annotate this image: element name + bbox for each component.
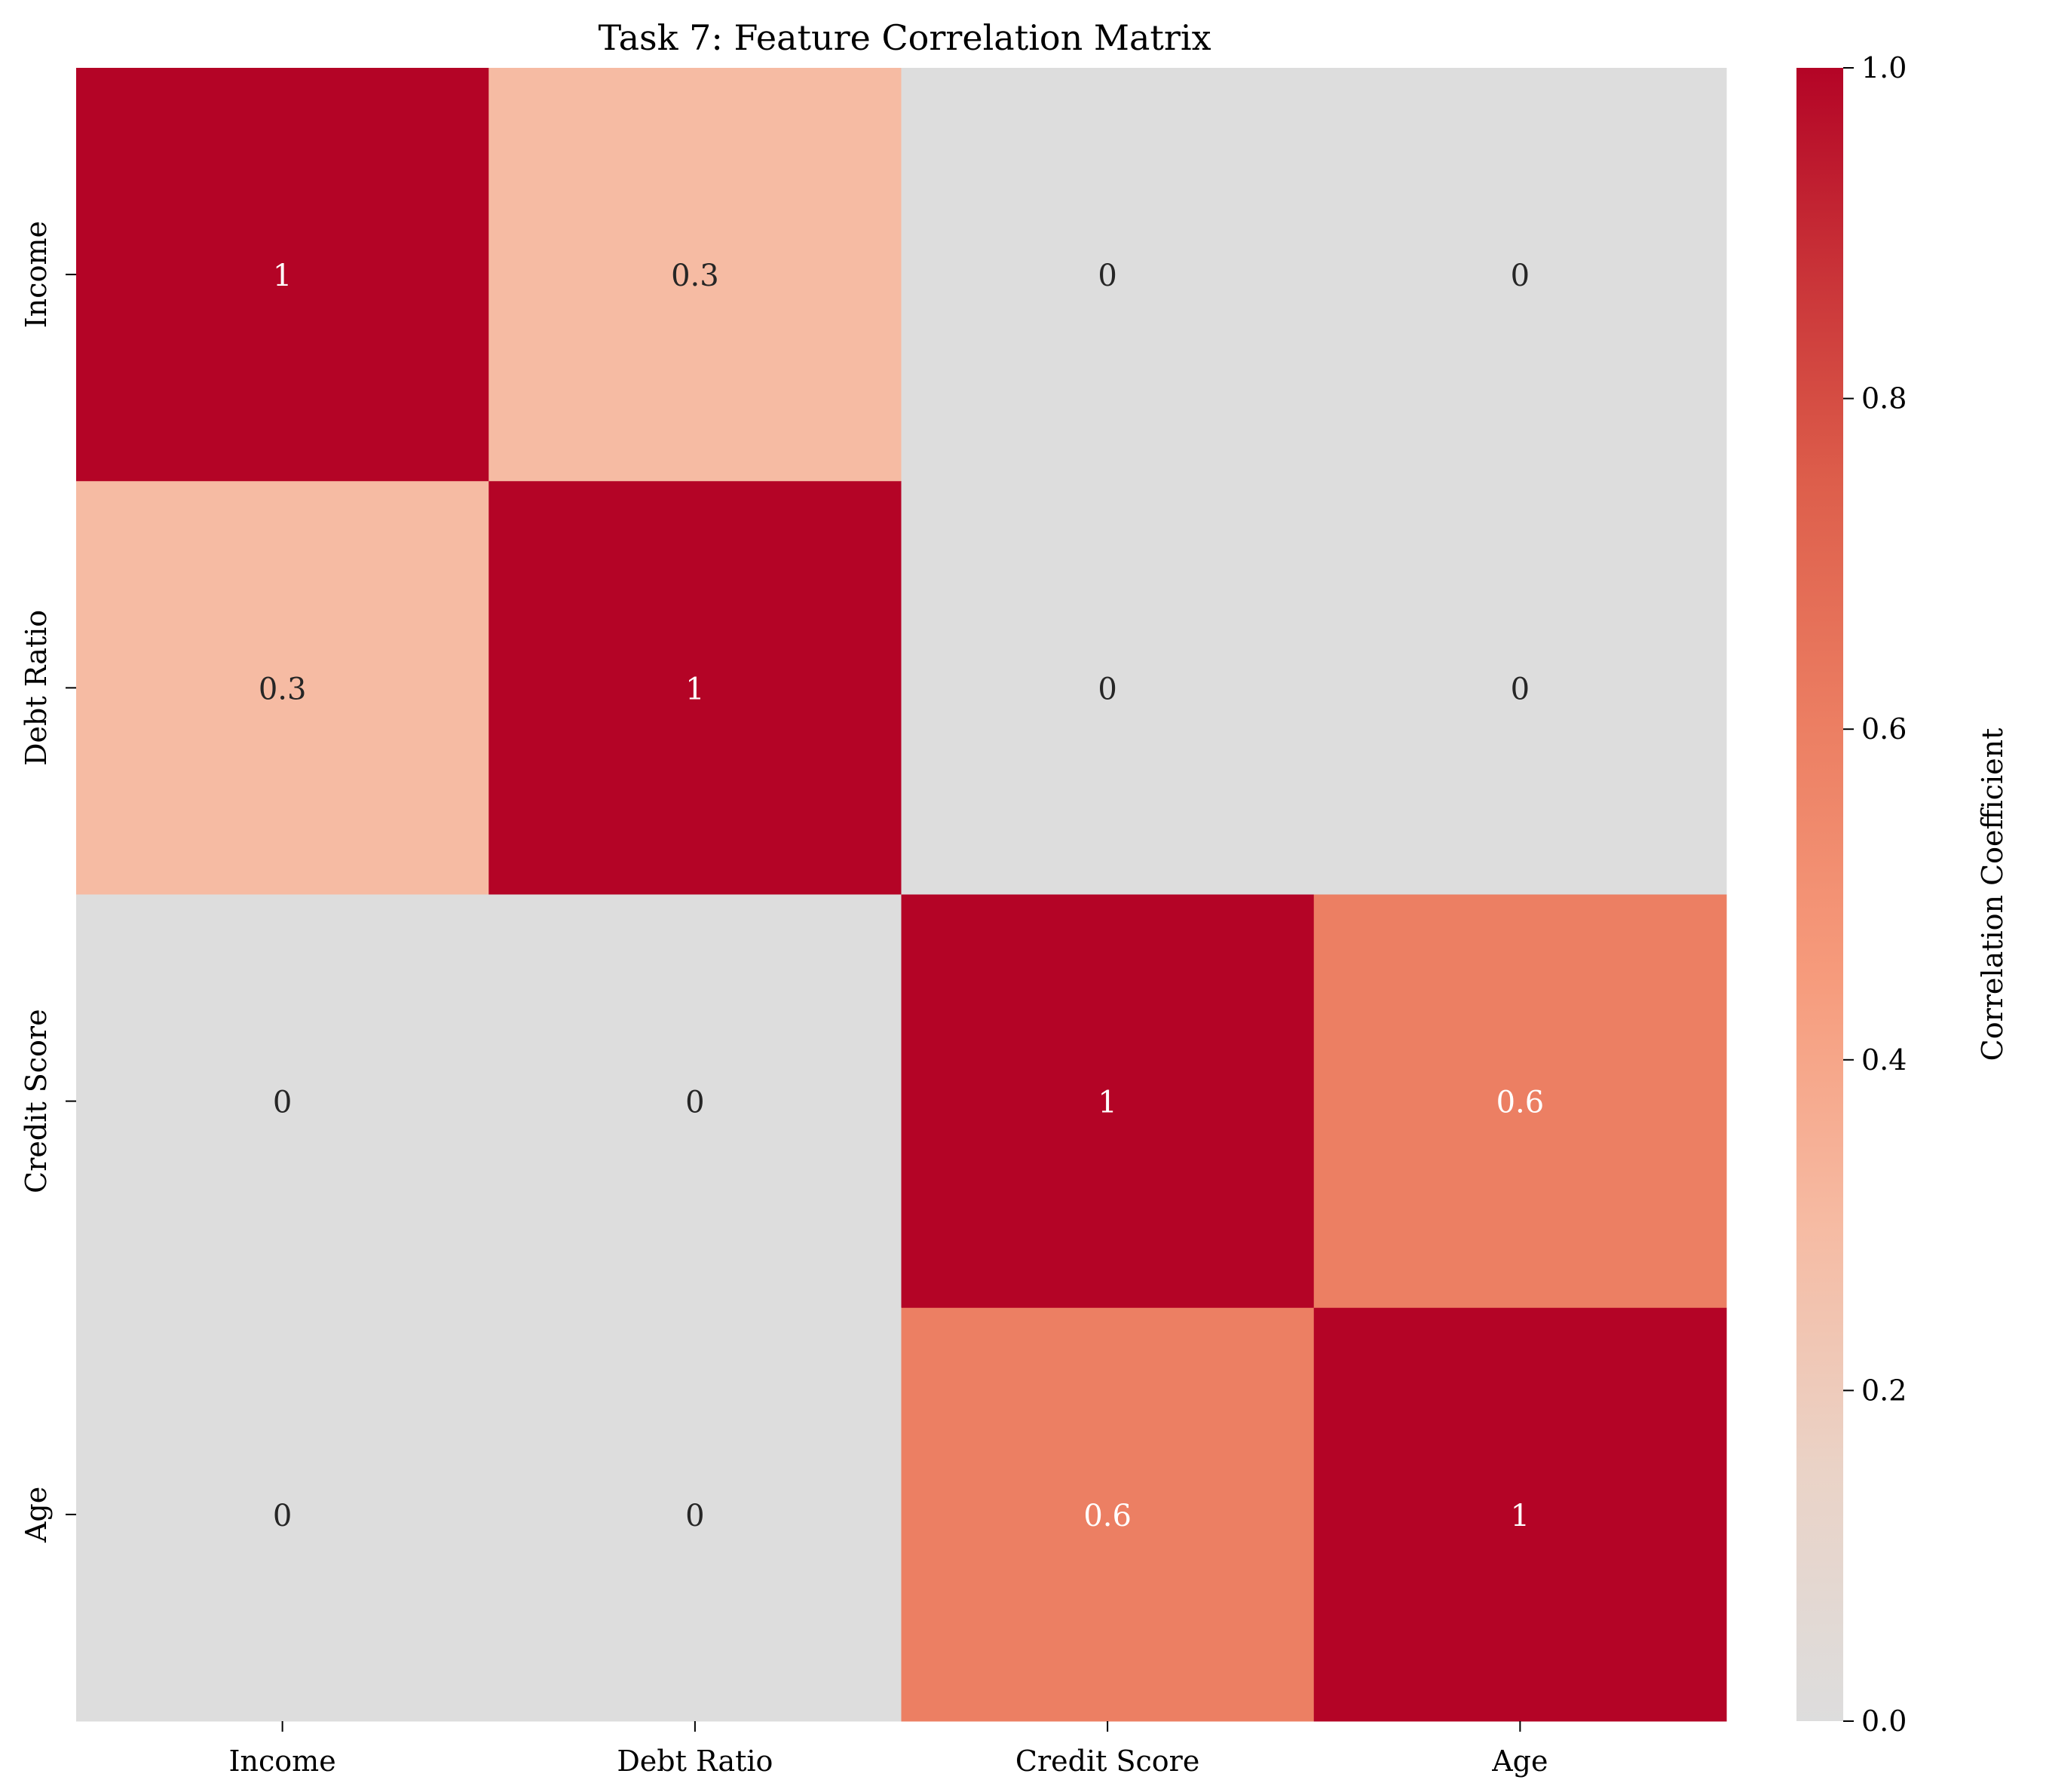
heatmap-cell <box>76 68 489 482</box>
cell-value-label: 0 <box>1511 672 1530 706</box>
heatmap-cell <box>901 1307 1315 1722</box>
colorbar-gradient <box>1796 68 1843 1721</box>
x-tick-label: Age <box>1491 1745 1548 1778</box>
heatmap-cell <box>489 894 902 1309</box>
colorbar-tick-label: 0.0 <box>1861 1705 1907 1738</box>
heatmap-cell <box>489 1307 902 1722</box>
y-tick-label: Debt Ratio <box>20 610 53 766</box>
cell-value-label: 0 <box>685 1499 704 1533</box>
cell-value-label: 0.3 <box>671 259 719 293</box>
cell-value-label: 0.6 <box>1496 1086 1545 1120</box>
colorbar-tick-label: 0.2 <box>1861 1374 1907 1407</box>
colorbar-tick-label: 0.8 <box>1861 382 1907 415</box>
x-tick-label: Credit Score <box>1015 1745 1199 1778</box>
heatmap-cell <box>1313 894 1727 1309</box>
heatmap-cell <box>901 481 1315 895</box>
colorbar-tick-label: 0.6 <box>1861 712 1907 746</box>
heatmap-cell <box>1313 481 1727 895</box>
heatmap-cell-labels: 1 0.3 0 0 0.3 1 0 0 0 0 1 0.6 0 0 0.6 1 <box>259 259 1544 1533</box>
chart-title: Task 7: Feature Correlation Matrix <box>598 17 1211 58</box>
cell-value-label: 0 <box>1098 259 1116 293</box>
y-tick-label: Income <box>20 221 53 328</box>
colorbar-tick-label: 1.0 <box>1861 51 1907 84</box>
colorbar-label: Correlation Coefficient <box>1976 728 2009 1061</box>
cell-value-label: 0 <box>1511 259 1530 293</box>
heatmap-cell <box>901 68 1315 482</box>
heatmap-cell <box>489 481 902 895</box>
cell-value-label: 0 <box>685 1086 704 1120</box>
heatmap-cell <box>1313 68 1727 482</box>
cell-value-label: 0 <box>273 1086 292 1120</box>
y-tick-label: Age <box>20 1487 53 1543</box>
x-tick-label: Debt Ratio <box>617 1745 773 1778</box>
y-tick-label: Credit Score <box>20 1009 53 1193</box>
colorbar: 0.0 0.2 0.4 0.6 0.8 1.0 Correlation Coefficien… <box>1796 51 2009 1738</box>
heatmap-cell <box>76 1307 489 1722</box>
heatmap-cell <box>489 68 902 482</box>
y-axis: Income Debt Ratio Credit Score Age <box>20 221 76 1543</box>
heatmap-cell <box>1313 1307 1727 1722</box>
cell-value-label: 0 <box>1098 672 1116 706</box>
x-axis: Income Debt Ratio Credit Score Age <box>229 1721 1548 1778</box>
cell-value-label: 1 <box>1098 1086 1116 1120</box>
cell-value-label: 1 <box>273 259 292 293</box>
cell-value-label: 1 <box>1511 1499 1530 1533</box>
x-tick-label: Income <box>229 1745 336 1778</box>
cell-value-label: 0 <box>273 1499 292 1533</box>
heatmap-cell <box>76 894 489 1309</box>
colorbar-tick-label: 0.4 <box>1861 1043 1907 1077</box>
cell-value-label: 1 <box>685 672 704 706</box>
heatmap-cell <box>76 481 489 895</box>
heatmap-cell <box>901 894 1315 1309</box>
heatmap-cells <box>76 68 1727 1722</box>
cell-value-label: 0.3 <box>259 672 307 706</box>
cell-value-label: 0.6 <box>1083 1499 1132 1533</box>
